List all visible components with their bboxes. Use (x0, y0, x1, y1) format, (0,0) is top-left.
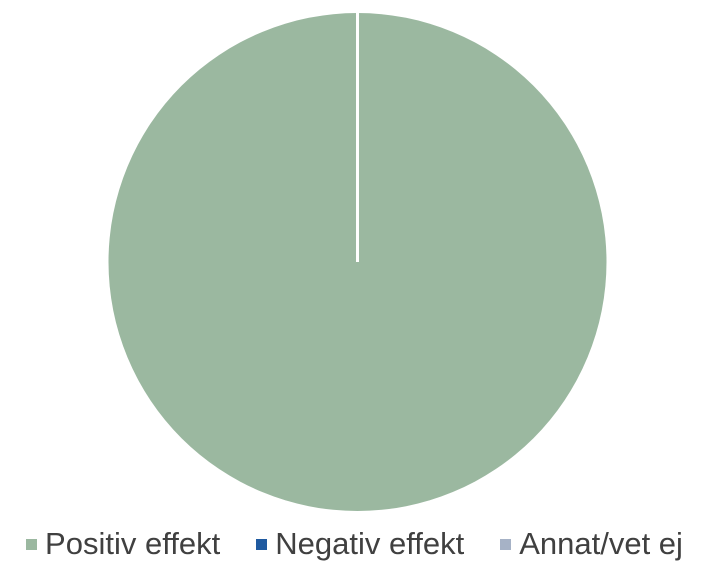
legend-label-negativ: Negativ effekt (275, 526, 465, 561)
legend-swatch-negativ (256, 538, 268, 550)
legend-item-positiv: Positiv effekt (26, 526, 220, 562)
legend-item-annat: Annat/vet ej (500, 526, 683, 562)
legend-swatch-positiv (26, 538, 38, 550)
chart-legend: Positiv effekt Negativ effekt Annat/vet … (0, 514, 709, 574)
pie-plot-area (108, 13, 607, 511)
legend-label-positiv: Positiv effekt (45, 526, 221, 561)
legend-item-negativ: Negativ effekt (256, 526, 464, 562)
legend-swatch-annat (500, 538, 512, 550)
legend-label-annat: Annat/vet ej (519, 526, 683, 561)
